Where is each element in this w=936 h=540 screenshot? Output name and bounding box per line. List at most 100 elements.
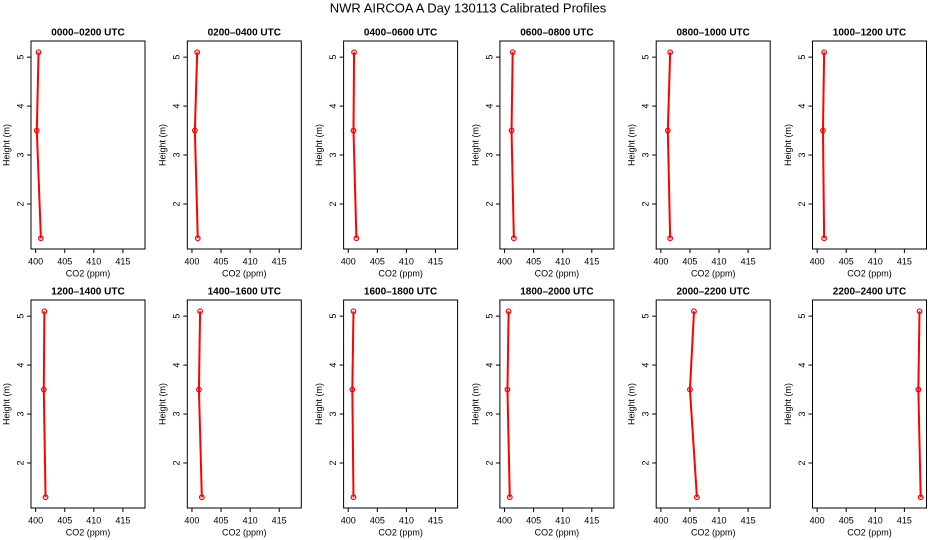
x-tick-label: 415: [897, 515, 912, 525]
y-tick-label: 4: [172, 104, 182, 109]
x-tick-label: 405: [370, 515, 385, 525]
data-point: [33, 127, 40, 134]
data-point: [42, 494, 49, 501]
panel-title: 2200–2400 UTC: [833, 287, 906, 298]
plot-frame: [186, 299, 302, 509]
plot-frame: [499, 40, 615, 250]
y-tick-label: 5: [15, 55, 25, 60]
data-point: [506, 494, 513, 501]
y-axis-label: Height (m): [627, 383, 637, 425]
data-point: [664, 127, 671, 134]
y-tick-label: 4: [15, 104, 25, 109]
x-tick-label: 410: [555, 256, 570, 266]
x-axis-label: CO2 (ppm): [378, 268, 423, 278]
data-point: [350, 127, 357, 134]
y-axis-label: Height (m): [470, 124, 480, 166]
panel-title: 1400–1600 UTC: [208, 287, 281, 298]
y-tick-label: 5: [797, 314, 807, 319]
y-tick-label: 5: [15, 314, 25, 319]
panel-title: 1800–2000 UTC: [520, 287, 593, 298]
y-tick-label: 3: [328, 153, 338, 158]
x-axis-label: CO2 (ppm): [691, 527, 736, 537]
y-tick-label: 4: [484, 104, 494, 109]
x-axis-label: CO2 (ppm): [66, 268, 111, 278]
plot-frame: [30, 299, 146, 509]
profile-line: [351, 311, 355, 498]
x-tick-label: 415: [115, 515, 130, 525]
y-axis-label: Height (m): [1, 124, 11, 166]
y-tick-label: 3: [797, 412, 807, 417]
x-tick-label: 410: [868, 515, 883, 525]
plot-frame: [343, 40, 459, 250]
data-point: [820, 127, 826, 134]
x-axis-label: CO2 (ppm): [847, 268, 892, 278]
data-point: [504, 386, 511, 393]
y-tick-label: 4: [15, 363, 25, 368]
data-point: [510, 235, 517, 242]
data-point: [821, 49, 828, 56]
x-tick-label: 405: [57, 256, 72, 266]
x-axis-label: CO2 (ppm): [222, 268, 267, 278]
panel-title: 1000–1200 UTC: [833, 28, 906, 39]
x-tick-label: 410: [399, 256, 414, 266]
y-tick-label: 3: [15, 153, 25, 158]
x-tick-label: 410: [399, 515, 414, 525]
chart-title: NWR AIRCOA A Day 130113 Calibrated Profi…: [330, 0, 607, 15]
y-tick-label: 3: [484, 412, 494, 417]
panel-title: 0400–0600 UTC: [364, 28, 437, 39]
y-axis-label: Height (m): [1, 383, 11, 425]
y-axis-label: Height (m): [314, 124, 324, 166]
x-tick-label: 400: [341, 515, 356, 525]
y-tick-label: 2: [15, 201, 25, 206]
y-tick-label: 2: [15, 460, 25, 465]
data-point: [197, 308, 203, 315]
x-tick-label: 400: [653, 515, 668, 525]
x-tick-label: 400: [497, 256, 512, 266]
y-tick-label: 2: [797, 460, 807, 465]
data-point: [349, 386, 356, 393]
data-point: [41, 308, 48, 315]
panel-title: 1200–1400 UTC: [51, 287, 124, 298]
x-tick-label: 410: [555, 515, 570, 525]
y-tick-label: 4: [328, 104, 338, 109]
plot-frame: [812, 40, 927, 250]
y-tick-label: 2: [641, 201, 651, 206]
data-point: [508, 127, 515, 134]
profile-line: [510, 52, 515, 239]
y-axis-label: Height (m): [783, 383, 793, 425]
y-tick-label: 2: [172, 460, 182, 465]
y-axis-label: Height (m): [783, 124, 793, 166]
x-tick-label: 410: [712, 515, 727, 525]
profile-line: [917, 311, 922, 498]
y-tick-label: 5: [172, 55, 182, 60]
x-tick-label: 410: [712, 256, 727, 266]
x-tick-label: 405: [214, 515, 229, 525]
y-tick-label: 2: [484, 201, 494, 206]
data-point: [667, 235, 674, 242]
profile-line: [688, 311, 698, 498]
x-axis-label: CO2 (ppm): [535, 268, 580, 278]
plot-frame: [655, 299, 771, 509]
y-tick-label: 2: [484, 460, 494, 465]
y-tick-label: 2: [641, 460, 651, 465]
y-tick-label: 3: [641, 412, 651, 417]
x-tick-label: 400: [184, 515, 199, 525]
y-tick-label: 3: [797, 153, 807, 158]
x-tick-label: 405: [526, 256, 541, 266]
y-tick-label: 3: [641, 153, 651, 158]
data-point: [35, 49, 42, 56]
plot-frame: [343, 299, 459, 509]
profile-line: [197, 311, 203, 498]
y-tick-label: 5: [641, 55, 651, 60]
data-point: [915, 386, 922, 393]
y-axis-label: Height (m): [158, 124, 168, 166]
data-point: [353, 235, 360, 242]
data-point: [509, 49, 516, 56]
plot-frame: [812, 299, 927, 509]
data-point: [694, 494, 700, 501]
x-tick-label: 400: [497, 515, 512, 525]
y-tick-label: 4: [797, 363, 807, 368]
x-tick-label: 415: [115, 256, 130, 266]
x-tick-label: 410: [86, 515, 101, 525]
